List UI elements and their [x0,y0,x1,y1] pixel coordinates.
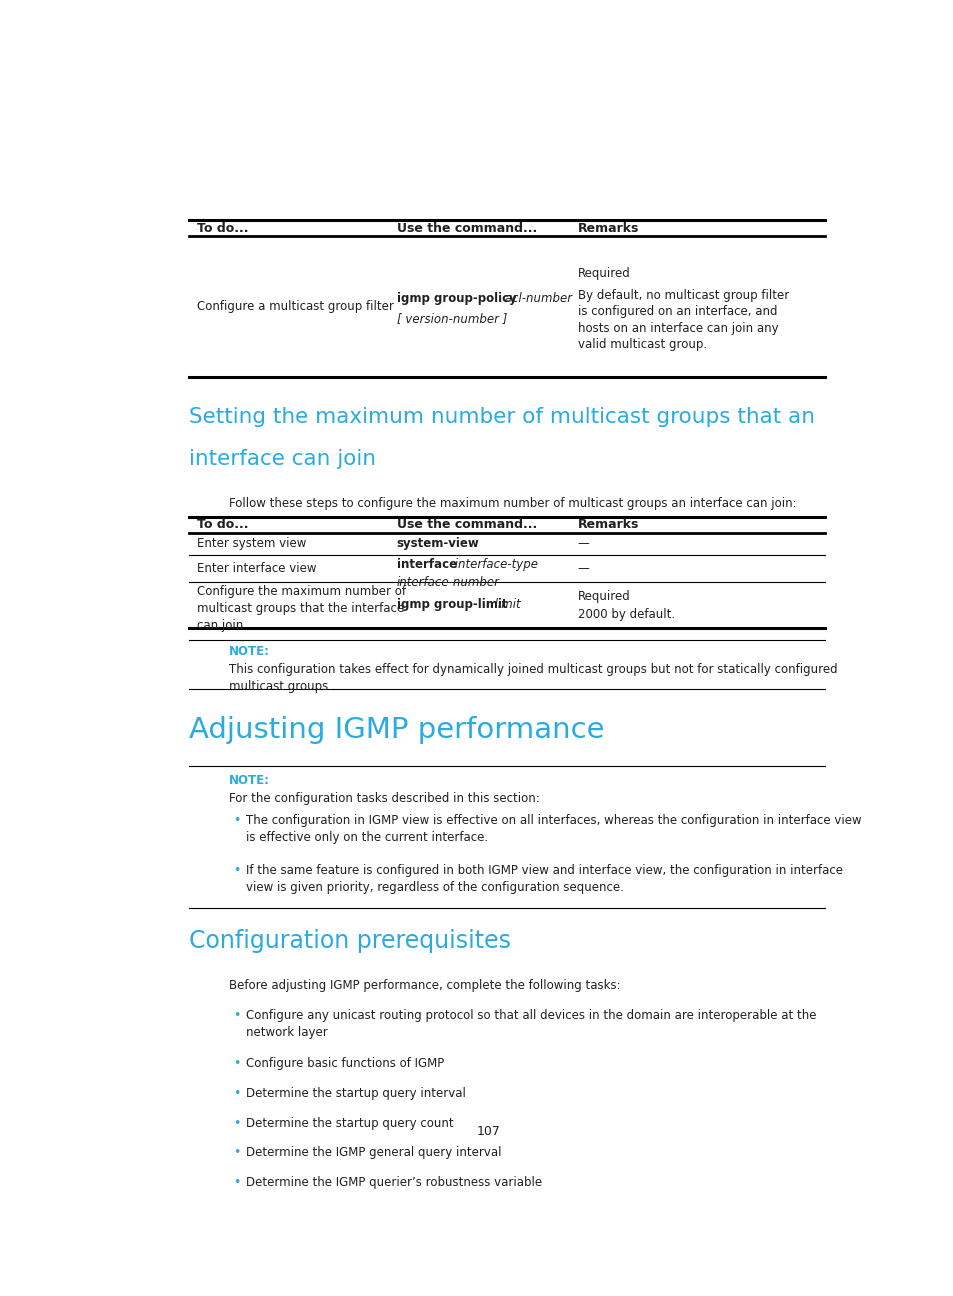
Text: Use the command...: Use the command... [396,518,537,531]
Text: Determine the startup query interval: Determine the startup query interval [246,1086,466,1099]
Text: —: — [577,561,589,574]
Text: Enter system view: Enter system view [196,538,306,551]
Text: Enter interface view: Enter interface view [196,561,316,574]
Text: system-view: system-view [396,538,478,551]
Text: Before adjusting IGMP performance, complete the following tasks:: Before adjusting IGMP performance, compl… [229,978,619,991]
Text: Configure a multicast group filter: Configure a multicast group filter [196,301,394,314]
Text: To do...: To do... [196,518,248,531]
Text: Setting the maximum number of multicast groups that an: Setting the maximum number of multicast … [190,407,815,426]
Text: By default, no multicast group filter
is configured on an interface, and
hosts o: By default, no multicast group filter is… [577,289,788,351]
Text: This configuration takes effect for dynamically joined multicast groups but not : This configuration takes effect for dyna… [229,664,837,693]
Text: Determine the IGMP querier’s robustness variable: Determine the IGMP querier’s robustness … [246,1177,542,1190]
Text: Determine the IGMP general query interval: Determine the IGMP general query interva… [246,1147,501,1160]
Text: Remarks: Remarks [577,222,639,235]
Text: igmp group-policy: igmp group-policy [396,292,516,305]
Text: •: • [233,1147,240,1160]
Text: Configure any unicast routing protocol so that all devices in the domain are int: Configure any unicast routing protocol s… [246,1008,816,1038]
Text: •: • [233,1008,240,1021]
Text: interface: interface [396,559,456,572]
Text: —: — [577,538,589,551]
Text: •: • [233,1117,240,1130]
Text: •: • [233,1056,240,1069]
Text: To do...: To do... [196,222,248,235]
Text: •: • [233,814,240,827]
Text: interface-type: interface-type [451,559,537,572]
Text: Configure the maximum number of
multicast groups that the interface
can join: Configure the maximum number of multicas… [196,584,405,631]
Text: Remarks: Remarks [577,518,639,531]
Text: NOTE:: NOTE: [229,774,270,787]
Text: The configuration in IGMP view is effective on all interfaces, whereas the confi: The configuration in IGMP view is effect… [246,814,862,844]
Text: acl-number: acl-number [501,292,572,305]
Text: For the configuration tasks described in this section:: For the configuration tasks described in… [229,792,538,805]
Text: If the same feature is configured in both IGMP view and interface view, the conf: If the same feature is configured in bot… [246,864,842,894]
Text: Required: Required [577,267,630,280]
Text: interface can join: interface can join [190,448,376,469]
Text: Follow these steps to configure the maximum number of multicast groups an interf: Follow these steps to configure the maxi… [229,496,796,509]
Text: 107: 107 [476,1125,500,1138]
Text: limit: limit [491,597,520,612]
Text: Adjusting IGMP performance: Adjusting IGMP performance [190,717,604,744]
Text: 2000 by default.: 2000 by default. [577,608,674,621]
Text: •: • [233,864,240,877]
Text: •: • [233,1086,240,1099]
Text: Configuration prerequisites: Configuration prerequisites [190,929,511,953]
Text: interface-number: interface-number [396,577,499,590]
Text: NOTE:: NOTE: [229,645,270,658]
Text: Configure basic functions of IGMP: Configure basic functions of IGMP [246,1056,444,1069]
Text: •: • [233,1177,240,1190]
Text: Use the command...: Use the command... [396,222,537,235]
Text: Determine the startup query count: Determine the startup query count [246,1117,454,1130]
Text: igmp group-limit: igmp group-limit [396,597,506,612]
Text: Required: Required [577,590,630,603]
Text: [ version-number ]: [ version-number ] [396,312,506,325]
